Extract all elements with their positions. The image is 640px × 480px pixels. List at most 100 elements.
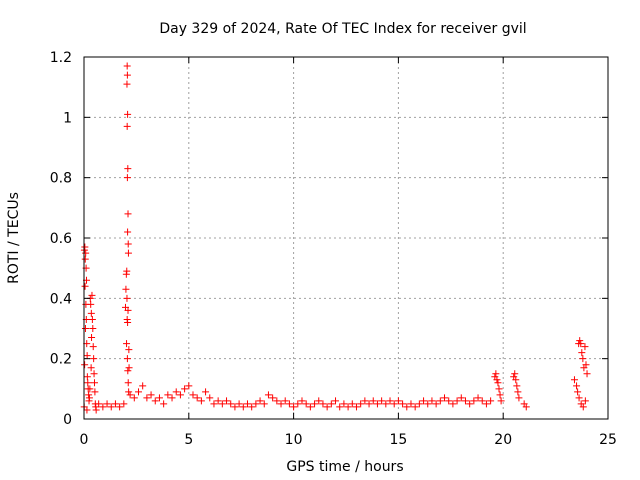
data-point: [497, 397, 505, 405]
data-point: [123, 174, 131, 182]
data-point: [151, 397, 159, 405]
data-point: [87, 364, 95, 372]
grid-lines: [84, 57, 608, 419]
data-point: [123, 62, 131, 70]
data-point: [231, 403, 239, 411]
data-point: [511, 370, 519, 378]
data-point: [124, 240, 132, 248]
data-point: [570, 376, 578, 384]
data-point: [492, 370, 500, 378]
data-point: [81, 361, 89, 369]
y-tick-label: 0: [63, 412, 72, 428]
data-point: [357, 400, 365, 408]
data-point: [210, 400, 218, 408]
data-point: [373, 400, 381, 408]
data-point: [579, 403, 587, 411]
data-point: [466, 400, 474, 408]
x-tick-label: 20: [494, 432, 512, 448]
data-point: [84, 379, 92, 387]
data-point: [243, 400, 251, 408]
data-point: [311, 400, 319, 408]
data-point: [390, 400, 398, 408]
data-point: [164, 391, 172, 399]
data-point: [348, 400, 356, 408]
data-point: [323, 403, 331, 411]
data-point: [124, 210, 132, 218]
data-point: [420, 397, 428, 405]
data-point: [197, 397, 205, 405]
data-point: [85, 391, 93, 399]
data-point: [223, 397, 231, 405]
data-point: [470, 397, 478, 405]
data-point: [344, 403, 352, 411]
y-axis-label: ROTI / TECUs: [6, 192, 22, 284]
data-point: [124, 318, 132, 326]
data-point: [574, 388, 582, 396]
data-point: [95, 400, 103, 408]
data-point: [89, 343, 97, 351]
data-point: [582, 361, 590, 369]
data-point: [581, 343, 589, 351]
y-tick-label: 0.2: [50, 352, 72, 368]
data-point: [474, 394, 482, 402]
data-point: [103, 400, 111, 408]
data-point: [515, 394, 523, 402]
data-point: [369, 397, 377, 405]
data-point: [576, 337, 584, 345]
data-point: [86, 385, 94, 393]
data-points: [80, 62, 591, 414]
data-point: [277, 400, 285, 408]
x-axis-label: GPS time / hours: [286, 459, 403, 475]
data-point: [415, 400, 423, 408]
data-point: [123, 71, 131, 79]
data-point: [123, 294, 131, 302]
data-point: [441, 394, 449, 402]
data-point: [147, 391, 155, 399]
data-point: [88, 315, 96, 323]
data-point: [315, 397, 323, 405]
data-point: [361, 397, 369, 405]
data-point: [116, 403, 124, 411]
data-point: [107, 403, 115, 411]
data-point: [90, 379, 98, 387]
y-tick-label: 1: [63, 110, 72, 126]
data-point: [575, 394, 583, 402]
data-point: [123, 267, 131, 275]
data-point: [432, 400, 440, 408]
data-point: [352, 403, 360, 411]
data-point: [294, 400, 302, 408]
data-point: [260, 400, 268, 408]
data-point: [382, 400, 390, 408]
data-point: [89, 325, 97, 332]
data-point: [155, 394, 163, 402]
data-point: [577, 340, 585, 348]
axis-tick-labels: 0 0.2 0.4 0.6 0.8 1 1.2 0 5 10 15 20 25: [50, 50, 617, 448]
data-point: [290, 403, 298, 411]
data-point: [124, 110, 132, 118]
data-point: [522, 403, 530, 411]
data-point: [130, 394, 138, 402]
data-point: [124, 165, 132, 173]
data-point: [487, 397, 495, 405]
data-point: [248, 403, 256, 411]
data-point: [581, 397, 589, 405]
x-tick-label: 5: [184, 432, 193, 448]
data-point: [449, 400, 457, 408]
data-point: [122, 285, 130, 293]
data-point: [83, 373, 91, 381]
data-point: [189, 391, 197, 399]
data-point: [185, 382, 193, 390]
data-point: [168, 394, 176, 402]
data-point: [579, 355, 587, 363]
data-point: [583, 370, 591, 378]
data-point: [239, 403, 247, 411]
data-point: [123, 355, 131, 363]
data-point: [461, 397, 469, 405]
data-point: [124, 228, 132, 236]
data-point: [214, 397, 222, 405]
data-point: [82, 249, 90, 257]
data-point: [512, 376, 520, 384]
data-point: [513, 382, 521, 390]
data-point: [125, 346, 133, 354]
